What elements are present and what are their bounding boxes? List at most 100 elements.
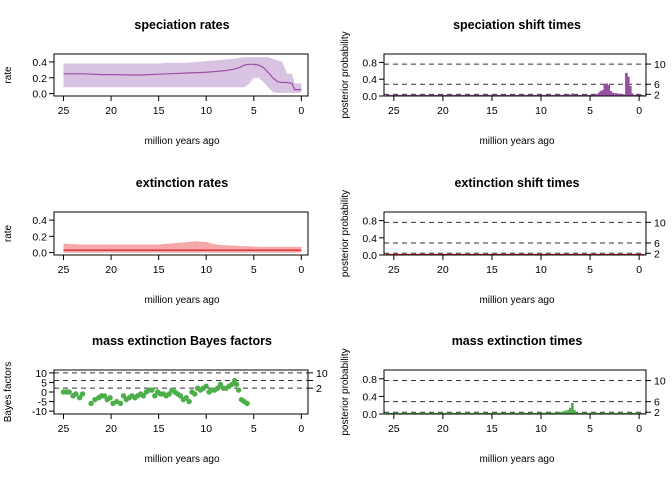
- x-tick-label: 25: [388, 105, 400, 117]
- bayes-factor-point: [101, 393, 108, 399]
- x-axis-label: million years ago: [144, 136, 219, 147]
- bayes-factor-point: [214, 385, 221, 391]
- x-tick-label: 25: [388, 423, 400, 435]
- threshold-label: 2: [654, 407, 660, 419]
- y-axis-label: posterior probability: [340, 190, 351, 277]
- chart-title: mass extinction Bayes factors: [92, 334, 272, 348]
- bayes-factor-point: [203, 383, 209, 389]
- y-axis-label: posterior probability: [340, 31, 351, 118]
- y-tick-label: 0.8: [362, 216, 377, 228]
- y-axis-label: Bayes factors: [3, 362, 14, 423]
- x-tick-label: 5: [587, 423, 593, 435]
- y-tick-label: 0.4: [362, 74, 377, 86]
- panel-spec-rates: speciation rates million years ago rate 25 2…: [3, 18, 309, 147]
- x-tick-label: 15: [153, 423, 165, 435]
- y-tick-label: 0.4: [32, 215, 47, 227]
- threshold-label: 10: [654, 376, 666, 388]
- bayes-factor-point: [120, 393, 127, 399]
- chart-title: extinction shift times: [454, 176, 579, 190]
- chart-title: extinction rates: [136, 176, 228, 190]
- bayes-factor-point: [217, 381, 224, 388]
- x-tick-label: 25: [388, 264, 400, 276]
- x-tick-label: 15: [486, 264, 498, 276]
- y-tick-label: 0.0: [32, 248, 47, 260]
- threshold-label: 10: [316, 368, 328, 380]
- x-tick-label: 5: [251, 264, 257, 276]
- x-tick-label: 10: [200, 105, 212, 117]
- y-tick-label: 0.8: [362, 374, 377, 386]
- bayes-factor-point: [177, 393, 184, 399]
- x-axis-label: million years ago: [479, 295, 554, 306]
- bayes-factor-point: [88, 400, 94, 407]
- x-tick-label: 5: [251, 105, 257, 117]
- panel-spec-shift: speciation shift times million years ago p…: [340, 18, 666, 147]
- threshold-label: 6: [654, 238, 660, 250]
- y-tick-label: 0: [41, 387, 47, 399]
- plot-frame: [53, 211, 309, 256]
- plot-frame: [383, 53, 647, 97]
- mean-rate-line: [63, 63, 302, 91]
- y-tick-label: 5: [41, 377, 47, 389]
- x-tick-label: 20: [105, 264, 117, 276]
- x-tick-label: 0: [636, 105, 642, 117]
- x-tick-label: 10: [200, 423, 212, 435]
- bayes-factor-point: [192, 391, 198, 397]
- threshold-label: 2: [316, 383, 322, 395]
- x-tick-label: 0: [298, 105, 304, 117]
- y-tick-label: 0.0: [32, 89, 47, 101]
- bayes-factor-point: [66, 389, 72, 395]
- plot-frame: [53, 53, 309, 97]
- y-tick-label: 0.4: [32, 57, 47, 69]
- x-axis-label: million years ago: [144, 454, 219, 465]
- chart-title: speciation shift times: [453, 18, 581, 32]
- y-axis-label: posterior probability: [340, 348, 351, 435]
- x-tick-label: 5: [587, 105, 593, 117]
- x-tick-label: 0: [298, 264, 304, 276]
- y-tick-label: -5: [38, 397, 47, 409]
- panel-ext-rates: extinction rates million years ago rate 25 2…: [3, 176, 309, 306]
- bayes-factor-point: [166, 391, 172, 397]
- x-axis-label: million years ago: [144, 295, 219, 306]
- bayes-factor-point: [152, 393, 158, 399]
- x-tick-label: 25: [58, 264, 70, 276]
- bayes-factor-point: [244, 400, 250, 407]
- x-axis-label: million years ago: [479, 136, 554, 147]
- credible-interval-band: [63, 241, 302, 253]
- y-axis-label: rate: [3, 66, 14, 84]
- bayes-factor-point: [117, 400, 124, 407]
- x-tick-label: 15: [486, 423, 498, 435]
- bayes-factor-point: [183, 395, 189, 401]
- y-tick-label: 0.4: [362, 233, 377, 245]
- x-tick-label: 0: [298, 423, 304, 435]
- x-tick-label: 10: [200, 264, 212, 276]
- y-tick-label: 0.0: [362, 409, 377, 421]
- x-tick-label: 25: [58, 423, 70, 435]
- x-tick-label: 20: [437, 105, 449, 117]
- threshold-label: 2: [654, 89, 660, 101]
- panel-ext-shift: extinction shift times million years ago p…: [340, 176, 666, 306]
- threshold-label: 10: [654, 217, 666, 229]
- threshold-label: 6: [654, 397, 660, 409]
- bayes-factor-point: [140, 393, 147, 399]
- x-tick-label: 20: [437, 423, 449, 435]
- y-tick-label: 10: [35, 368, 47, 380]
- bayes-factor-point: [233, 381, 240, 388]
- x-tick-label: 10: [535, 264, 547, 276]
- threshold-label: 6: [654, 79, 660, 91]
- plot-frame: [383, 369, 647, 415]
- y-tick-label: -10: [32, 406, 47, 418]
- bayes-factor-point: [79, 391, 86, 397]
- chart-title: speciation rates: [134, 18, 229, 32]
- threshold-label: 10: [654, 59, 666, 71]
- x-tick-label: 10: [535, 105, 547, 117]
- y-tick-label: 0.8: [362, 57, 377, 69]
- x-tick-label: 5: [587, 264, 593, 276]
- bayes-factor-point: [76, 395, 83, 401]
- bayes-factor-point: [229, 381, 235, 388]
- x-tick-label: 0: [636, 264, 642, 276]
- chart-title: mass extinction times: [452, 334, 583, 348]
- x-tick-label: 10: [535, 423, 547, 435]
- x-tick-label: 20: [105, 423, 117, 435]
- bayes-factor-point: [186, 398, 192, 405]
- y-tick-label: 0.0: [362, 91, 377, 103]
